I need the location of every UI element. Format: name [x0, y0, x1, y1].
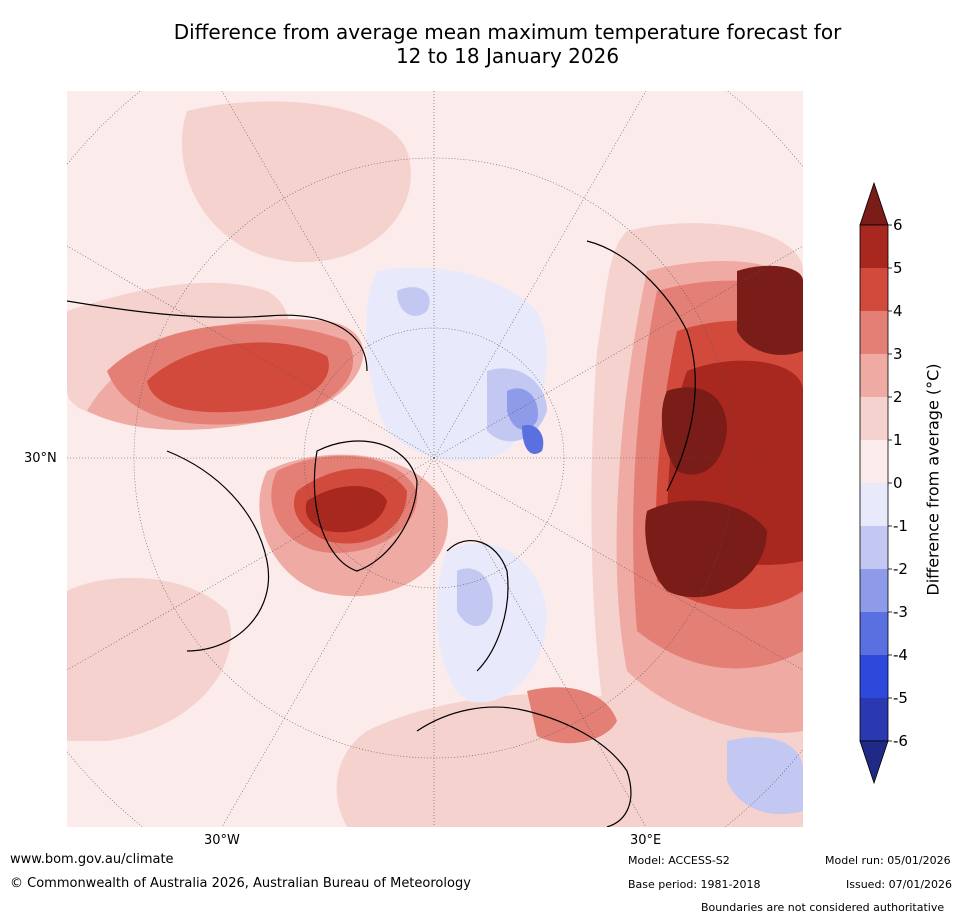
lon-label-30e: 30°E [630, 833, 662, 848]
colorbar-tick-label: 4 [893, 302, 903, 320]
colorbar-tick-label: -1 [893, 517, 908, 535]
anomaly-region-europe-south [527, 687, 617, 744]
colorbar-segment [860, 569, 888, 612]
colorbar-segment [860, 354, 888, 397]
anomaly-region-siberia-max [661, 387, 727, 475]
colorbar-segment [860, 526, 888, 569]
meridian-30w [221, 457, 435, 827]
meridian-120e [433, 245, 803, 459]
colorbar-extend-top [859, 181, 889, 226]
colorbar-tick-label: -6 [893, 732, 908, 750]
coastline-scandinavia [446, 540, 509, 672]
lat-label-30n: 30°N [24, 451, 57, 466]
anomaly-region-east-europe-cool [727, 737, 803, 815]
colorbar-segment [860, 311, 888, 354]
anomaly-region-mongolia-max [645, 500, 767, 598]
chart-title: Difference from average mean maximum tem… [60, 20, 955, 68]
title-line-1: Difference from average mean maximum tem… [173, 20, 842, 44]
anomaly-region-greenland-peak [305, 486, 387, 533]
colorbar-segment [860, 698, 888, 741]
forecast-map [67, 91, 803, 827]
anomaly-region-pacific-north [181, 101, 411, 263]
anomaly-region-east-siberia-max [737, 265, 803, 355]
colorbar-tick-label: 2 [893, 388, 903, 406]
base-period: Base period: 1981-2018 [628, 878, 761, 891]
colorbar: 6 5 4 3 2 1 0 -1 -2 -3 -4 -5 -6 [859, 181, 908, 785]
colorbar-tick-label: -3 [893, 603, 908, 621]
colorbar-segment [860, 225, 888, 268]
colorbar-extend-bottom [859, 740, 889, 785]
coastline-eurasia [416, 240, 696, 827]
model-run: Model run: 05/01/2026 [825, 854, 951, 867]
colorbar-segment [860, 655, 888, 698]
meridian-30e [433, 457, 647, 827]
colorbar-tick-label: 1 [893, 431, 903, 449]
colorbar-segment [860, 440, 888, 483]
colorbar-tick-label: 0 [893, 474, 903, 492]
colorbar-tick-label: -4 [893, 646, 908, 664]
title-line-2: 12 to 18 January 2026 [395, 44, 620, 68]
website-link[interactable]: www.bom.gov.au/climate [10, 852, 174, 867]
colorbar-segment [860, 268, 888, 311]
lon-label-30w: 30°W [204, 833, 240, 848]
colorbar-tick-label: 5 [893, 259, 903, 277]
colorbar-segment [860, 612, 888, 655]
model-name: Model: ACCESS-S2 [628, 854, 730, 867]
colorbar-segment [860, 483, 888, 526]
issued-date: Issued: 07/01/2026 [846, 878, 953, 891]
anomaly-region-kara-strong [522, 425, 544, 454]
boundaries-disclaimer: Boundaries are not considered authoritat… [701, 901, 945, 914]
anomaly-region-atlantic [67, 577, 231, 741]
anomaly-region-alaska-core [147, 342, 329, 413]
colorbar-tick-label: -2 [893, 560, 908, 578]
coastline-greenland [313, 440, 418, 572]
colorbar-segment [860, 397, 888, 440]
anomaly-region-norway-cool [457, 568, 493, 626]
anomaly-region-barents-strong [507, 388, 538, 430]
coastline-north-america [67, 300, 368, 652]
colorbar-tick-label: -5 [893, 689, 908, 707]
colorbar-label: Difference from average (°C) [923, 363, 943, 596]
meridian-60e [433, 457, 803, 671]
copyright: © Commonwealth of Australia 2026, Austra… [10, 876, 471, 891]
colorbar-tick-label: 6 [893, 216, 903, 234]
colorbar-tick-label: 3 [893, 345, 903, 363]
anomaly-region-arctic-cool-2 [397, 287, 430, 316]
